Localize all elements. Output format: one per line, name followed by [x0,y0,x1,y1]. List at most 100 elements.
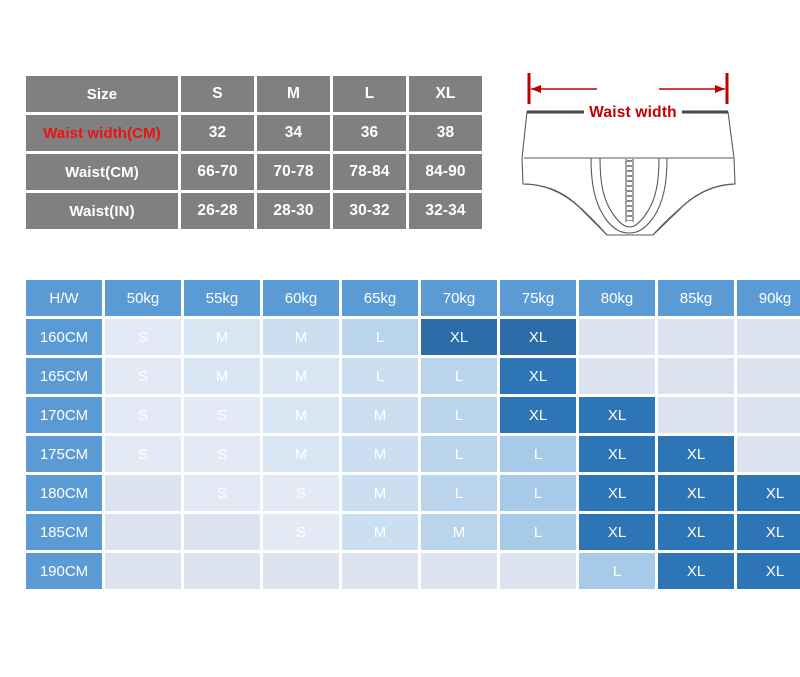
size-spec-row: Waist(CM) 66-70 70-78 78-84 84-90 [26,154,482,190]
size-spec-row: Waist width(CM) 32 34 36 38 [26,115,482,151]
hw-grid-size-cell [105,514,181,550]
hw-grid-height-header: 185CM [26,514,102,550]
hw-grid-size-cell: M [263,358,339,394]
hw-grid-weight-header: 65kg [342,280,418,316]
hw-grid-size-cell: L [579,553,655,589]
hw-grid-weight-header: 75kg [500,280,576,316]
size-spec-table: Size S M L XL Waist width(CM) 32 34 36 38 Waist(CM… [23,73,485,232]
hw-grid-size-cell: L [421,358,497,394]
size-spec-cell: S [181,76,254,112]
hw-grid-size-cell [737,397,800,433]
hw-grid-weight-header: 85kg [658,280,734,316]
size-spec-cell: 66-70 [181,154,254,190]
height-weight-size-grid: H/W 50kg 55kg 60kg 65kg 70kg 75kg 80kg 85kg 90kg … [23,277,800,592]
size-spec-cell: 78-84 [333,154,406,190]
hw-grid-weight-header: 70kg [421,280,497,316]
hw-grid-row: 165CM S M M L L XL [26,358,800,394]
hw-grid-row: 180CM S S M L L XL XL XL [26,475,800,511]
hw-grid-size-cell: XL [579,514,655,550]
hw-grid-size-cell: XL [658,436,734,472]
hw-grid-weight-header: 80kg [579,280,655,316]
size-spec-body: Size S M L XL Waist width(CM) 32 34 36 38 Waist(CM… [26,76,482,229]
hw-grid-size-cell: S [263,514,339,550]
size-spec-cell: 26-28 [181,193,254,229]
hw-grid-weight-header: 90kg [737,280,800,316]
hw-grid-size-cell: XL [658,475,734,511]
hw-grid-weight-header: 50kg [105,280,181,316]
hw-grid-size-cell: S [184,436,260,472]
hw-grid-size-cell [579,319,655,355]
hw-grid-size-cell [737,358,800,394]
hw-grid-size-cell: S [105,397,181,433]
hw-grid-head: H/W 50kg 55kg 60kg 65kg 70kg 75kg 80kg 85kg 90kg [26,280,800,316]
hw-grid-size-cell: XL [579,397,655,433]
hw-grid-size-cell [105,553,181,589]
size-spec-cell: M [257,76,330,112]
hw-grid-size-cell: M [184,319,260,355]
hw-grid-size-cell: XL [500,358,576,394]
briefs-icon [521,73,736,236]
hw-grid-size-cell: XL [421,319,497,355]
size-spec-cell: 28-30 [257,193,330,229]
size-spec-cell: 38 [409,115,482,151]
hw-grid-size-cell: M [342,475,418,511]
hw-grid-size-cell: M [263,436,339,472]
hw-grid-height-header: 175CM [26,436,102,472]
hw-grid-row: 160CM S M M L XL XL [26,319,800,355]
size-spec-cell: 32 [181,115,254,151]
arrow-head-left [531,85,541,93]
size-spec-row-label: Waist(IN) [26,193,178,229]
size-spec-cell: 30-32 [333,193,406,229]
hw-grid-size-cell: XL [737,514,800,550]
product-measurement-diagram: Waist width [487,32,779,242]
hw-grid-size-cell: L [500,436,576,472]
hw-grid-size-cell: L [421,436,497,472]
size-spec-cell: 32-34 [409,193,482,229]
hw-grid-size-cell [658,319,734,355]
hw-grid-size-cell: XL [737,475,800,511]
hw-grid-size-cell: S [105,319,181,355]
size-spec-cell: 36 [333,115,406,151]
hw-grid-size-cell [421,553,497,589]
hw-grid-size-cell: XL [579,436,655,472]
size-spec-row: Waist(IN) 26-28 28-30 30-32 32-34 [26,193,482,229]
size-spec-cell: 84-90 [409,154,482,190]
size-spec-cell: 34 [257,115,330,151]
hw-grid-header-row: H/W 50kg 55kg 60kg 65kg 70kg 75kg 80kg 85kg 90kg [26,280,800,316]
hw-grid-row: 170CM S S M M L XL XL [26,397,800,433]
waist-width-arrow [527,73,729,104]
hw-grid-weight-header: 55kg [184,280,260,316]
size-spec-cell: XL [409,76,482,112]
hw-grid-size-cell: XL [658,514,734,550]
hw-grid-size-cell [184,553,260,589]
size-spec-cell: L [333,76,406,112]
hw-grid-height-header: 165CM [26,358,102,394]
hw-grid-size-cell: S [184,475,260,511]
hw-grid-body: 160CM S M M L XL XL 165CM S M M L L XL 170CM S S M M L XL XL 1… [26,319,800,589]
hw-grid-size-cell: XL [737,553,800,589]
hw-grid-height-header: 160CM [26,319,102,355]
hw-grid-size-cell: M [263,397,339,433]
hw-grid-size-cell: L [421,397,497,433]
hw-grid-height-header: 180CM [26,475,102,511]
hw-grid-size-cell [342,553,418,589]
hw-grid-size-cell: XL [579,475,655,511]
hw-grid-size-cell: XL [658,553,734,589]
hw-grid-size-cell: XL [500,319,576,355]
size-spec-cell: 70-78 [257,154,330,190]
hw-grid-corner-header: H/W [26,280,102,316]
hw-grid-size-cell [737,319,800,355]
hw-grid-weight-header: 60kg [263,280,339,316]
hw-grid-row: 175CM S S M M L L XL XL [26,436,800,472]
hw-grid-size-cell [658,358,734,394]
hw-grid-size-cell: S [184,397,260,433]
size-spec-row-label: Waist(CM) [26,154,178,190]
hw-grid-size-cell [105,475,181,511]
hw-grid-size-cell: L [500,475,576,511]
hw-grid-size-cell [658,397,734,433]
hw-grid-size-cell [579,358,655,394]
hw-grid-size-cell: L [342,319,418,355]
hw-grid-size-cell: L [342,358,418,394]
hw-grid-size-cell [263,553,339,589]
hw-grid-size-cell: M [342,436,418,472]
